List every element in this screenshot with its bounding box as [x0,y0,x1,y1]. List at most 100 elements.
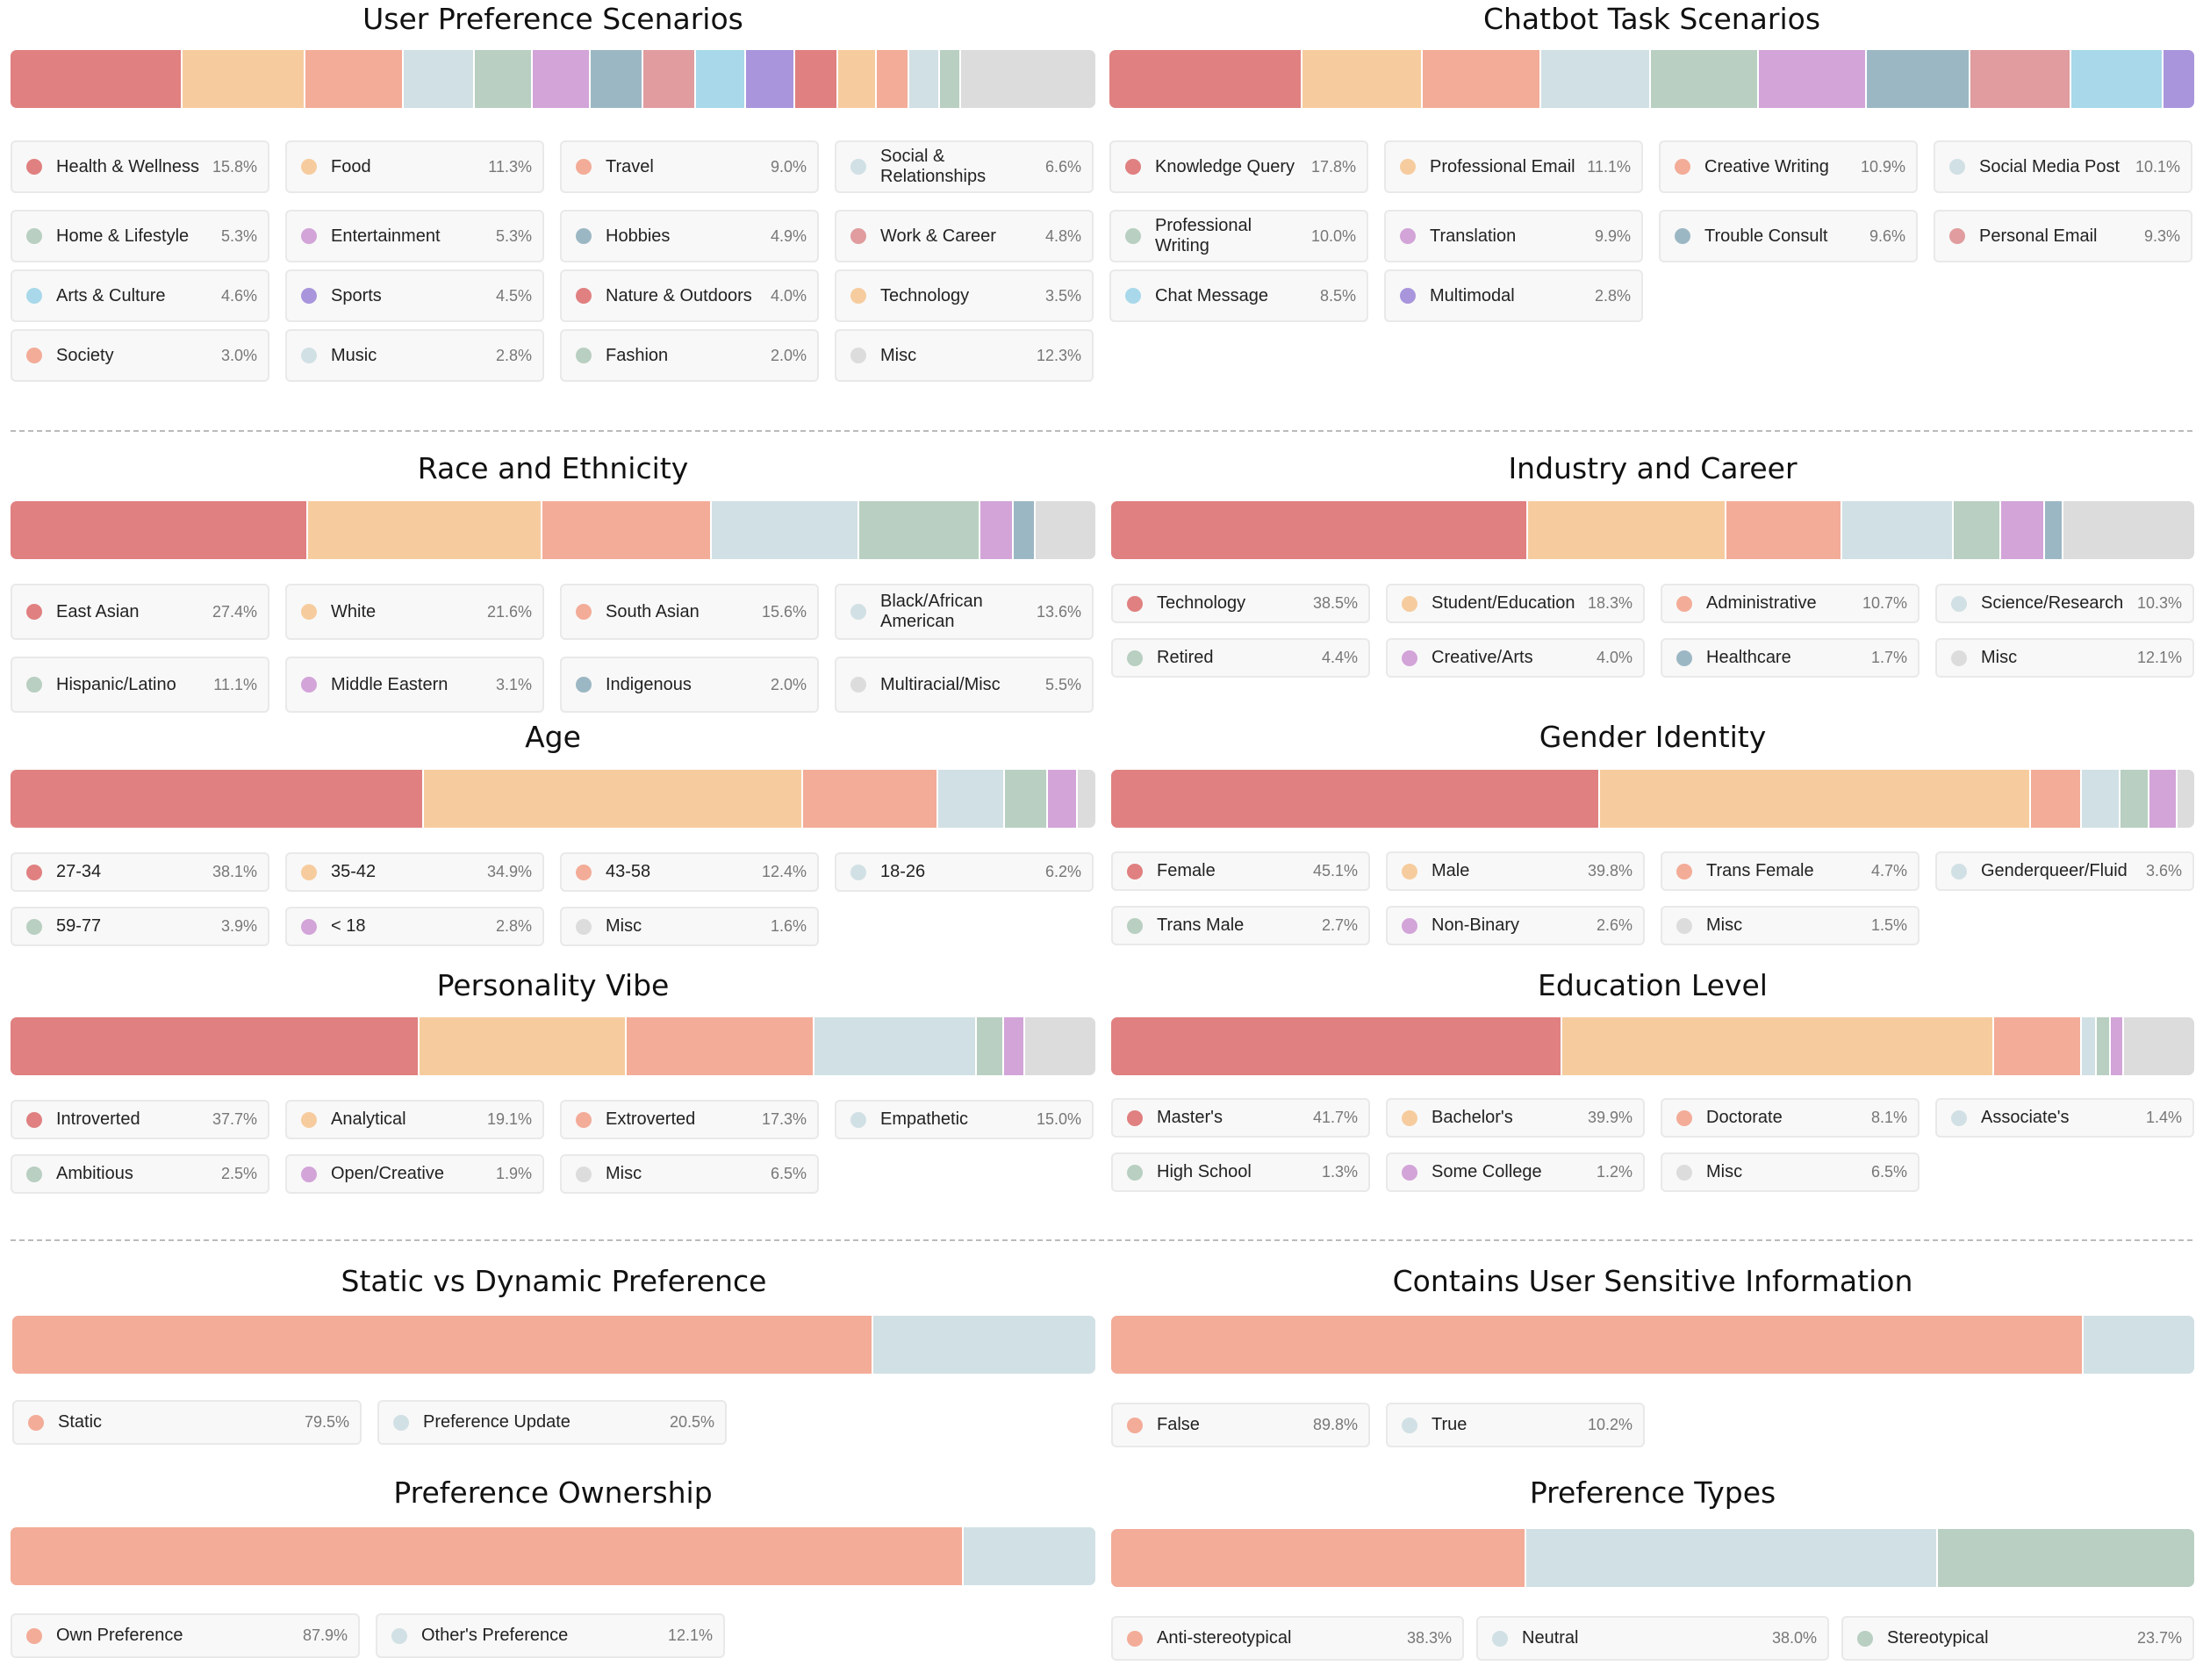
legend-swatch [1402,1417,1417,1433]
legend-swatch [1676,1109,1692,1126]
panel-contains-sensitive-info: Contains User Sensitive Information Fals… [1111,1262,2194,1447]
legend-swatch [301,918,317,935]
legend-swatch [26,1166,42,1182]
bar-segment-creative-arts [2001,501,2045,559]
legend-percentage: 6.6% [1044,157,1081,176]
legend-item-social-relationships: Social & Relationships 6.6% [835,140,1094,193]
legend-label: Student/Education [1432,593,1575,613]
stacked-bar [1111,770,2194,828]
bar-segment-own-preference [11,1527,965,1585]
legend-swatch [576,1166,592,1182]
panel-chatbot-task-scenarios: Chatbot Task Scenarios Knowledge Query 17… [1109,0,2194,322]
legend-percentage: 38.3% [1406,1629,1452,1647]
legend-label: Open/Creative [331,1164,444,1183]
bar-segment-black-african-american [712,501,860,559]
bar-segment-empathetic [814,1017,978,1075]
legend-swatch [1125,159,1141,175]
legend-label: Trans Male [1157,915,1245,935]
legend-swatch [1127,650,1143,666]
legend-swatch [1400,288,1416,304]
legend-label: Arts & Culture [56,285,166,305]
legend-item-18-26: 18-26 6.2% [835,852,1094,892]
bar-segment-hobbies [590,50,644,108]
chart-title: Race and Ethnicity [417,451,689,485]
legend-swatch [391,1627,407,1644]
bar-segment-arts-culture [695,50,746,108]
legend-label: Trans Female [1706,861,1814,880]
legend-swatch [850,677,866,693]
legend-percentage: 21.6% [486,602,532,621]
legend-label: Creative Writing [1704,156,1829,176]
panel-preference-ownership: Preference Ownership Own Preference 87.9%… [11,1474,1095,1658]
legend-item-trans-male: Trans Male 2.7% [1111,906,1370,945]
stacked-bar [1111,1017,2194,1075]
legend-swatch [1951,1109,1967,1126]
bar-segment-18 [1047,770,1079,828]
legend-item-59-77: 59-77 3.9% [11,907,269,946]
legend-label: Retired [1157,648,1214,667]
bar-segment-static [12,1316,874,1374]
legend-swatch [1951,863,1967,879]
legend-percentage: 10.0% [1310,226,1356,245]
bar-segment-male [1599,770,2031,828]
legend-item-home-lifestyle: Home & Lifestyle 5.3% [11,210,269,262]
legend-percentage: 89.8% [1312,1416,1358,1433]
panel-age: Age 27-34 38.1% 35-42 34.9% 43-58 12.4% 18-26 6… [11,718,1095,946]
legend-item-nature-outdoors: Nature & Outdoors 4.0% [560,269,819,322]
legend-swatch [850,348,866,363]
legend-swatch [301,159,317,175]
legend-item-misc: Misc 6.5% [1661,1152,1920,1192]
bar-segment-false [1111,1316,2085,1374]
legend-swatch [1951,650,1967,666]
legend-item-35-42: 35-42 34.9% [285,852,544,892]
legend-label: Professional Writing [1155,216,1252,255]
legend-percentage: 17.8% [1310,157,1356,176]
stacked-bar [1111,1316,2194,1374]
legend-percentage: 6.2% [1044,863,1081,880]
legend-swatch [576,1111,592,1128]
legend-swatch [26,604,42,620]
legend-label: Professional Email [1430,156,1575,176]
legend-label: False [1157,1415,1200,1434]
legend-swatch [1127,863,1143,879]
legend-percentage: 13.6% [1036,602,1081,621]
bar-segment-high-school [2097,1017,2112,1075]
bar-segment-introverted [11,1017,420,1075]
bar-segment-indigenous [1014,501,1036,559]
panel-gender-identity: Gender Identity Female 45.1% Male 39.8% Tran… [1111,718,2194,945]
legend-item-some-college: Some College 1.2% [1386,1152,1645,1192]
stacked-bar [11,1527,1095,1585]
bar-segment-ambitious [977,1017,1005,1075]
bar-segment-student-education [1528,501,1726,559]
bar-segment-misc [961,50,1095,108]
legend-item-professional-writing: Professional Writing 10.0% [1109,210,1368,262]
legend-label: 59-77 [56,916,102,936]
legend-label: Chat Message [1155,285,1268,305]
bar-segment-27-34 [11,770,425,828]
legend-label: Preference Update [423,1412,570,1432]
bar-segment-health-wellness [11,50,183,108]
chart-title: User Preference Scenarios [362,2,743,36]
legend-label: Multimodal [1430,285,1515,305]
legend-swatch [1676,595,1692,612]
panel-user-preference-scenarios: User Preference Scenarios Health & Welln… [11,0,1095,382]
bar-segment-trans-female [2030,770,2082,828]
legend-percentage: 11.1% [1587,157,1631,176]
legend-percentage: 4.9% [770,226,807,245]
legend-item-non-binary: Non-Binary 2.6% [1386,906,1645,945]
legend-swatch [1127,1109,1143,1126]
legend-item-misc: Misc 12.1% [1935,638,2194,678]
legend-label: White [331,601,377,621]
legend-item-social-media-post: Social Media Post 10.1% [1934,140,2192,193]
legend-percentage: 45.1% [1312,862,1358,879]
bar-segment-43-58 [803,770,938,828]
legend-label: Social Media Post [1979,156,2120,176]
legend-swatch [26,918,42,935]
legend-label: Male [1432,861,1470,880]
bar-segment-analytical [419,1017,628,1075]
legend-item-fashion: Fashion 2.0% [560,329,819,382]
legend-swatch [1127,917,1143,934]
bar-segment-misc [2063,501,2194,559]
stacked-bar [11,501,1095,559]
bar-segment-white [308,501,543,559]
